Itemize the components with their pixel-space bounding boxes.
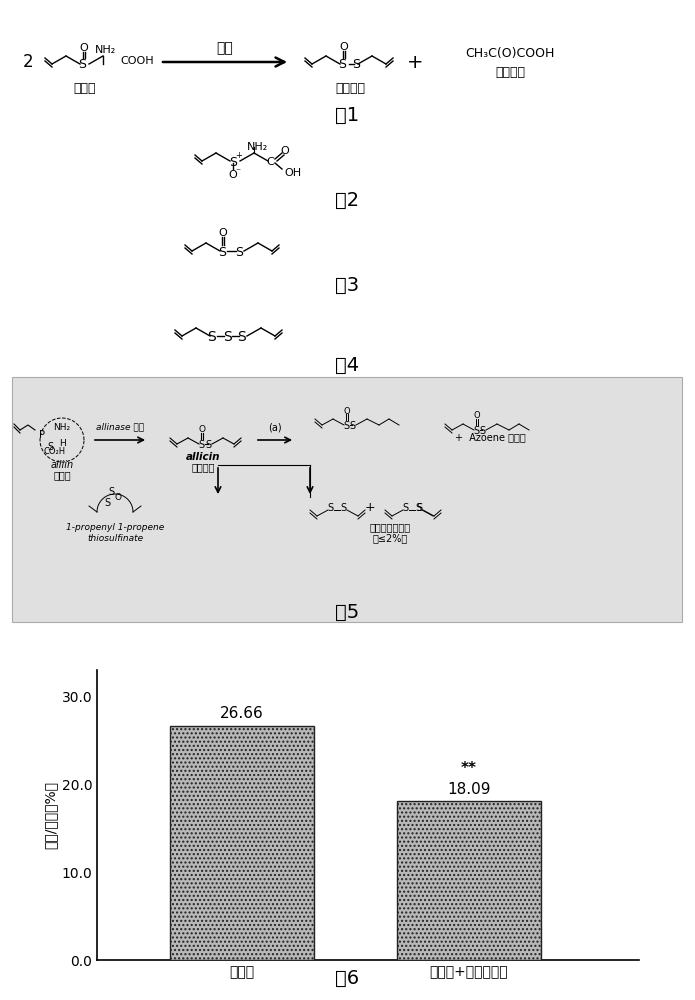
Text: alliin: alliin xyxy=(51,460,74,470)
Text: S: S xyxy=(108,487,114,497)
Text: 图6: 图6 xyxy=(336,969,359,988)
Text: O: O xyxy=(340,42,348,52)
Text: S: S xyxy=(402,503,408,513)
Text: (a): (a) xyxy=(268,422,281,432)
Bar xyxy=(397,801,541,960)
Text: S: S xyxy=(473,426,479,436)
Text: S: S xyxy=(78,58,86,72)
Text: P: P xyxy=(39,430,45,440)
Text: S: S xyxy=(479,426,485,436)
Text: CO₂H: CO₂H xyxy=(44,448,66,456)
Text: 26.66: 26.66 xyxy=(220,706,263,721)
Text: 大蒜辣素: 大蒜辣素 xyxy=(191,462,215,472)
Text: O: O xyxy=(115,493,122,502)
Text: NH₂: NH₂ xyxy=(54,422,71,432)
Text: S: S xyxy=(343,421,349,431)
Text: S: S xyxy=(416,503,422,513)
Text: O: O xyxy=(219,228,227,238)
Text: S: S xyxy=(349,421,355,431)
Text: S: S xyxy=(352,58,360,72)
Text: S: S xyxy=(208,330,216,344)
Text: COOH: COOH xyxy=(120,56,154,66)
Text: 蒜氨酸: 蒜氨酸 xyxy=(54,470,71,480)
Text: （≤2%）: （≤2%） xyxy=(373,533,408,543)
Text: +: + xyxy=(236,151,243,160)
Bar xyxy=(12,377,682,622)
Text: O: O xyxy=(344,406,350,416)
Text: 丙酮酸盐: 丙酮酸盐 xyxy=(495,66,525,79)
Text: NH₂: NH₂ xyxy=(95,45,115,55)
Text: O: O xyxy=(229,170,238,180)
Text: allicin: allicin xyxy=(186,452,220,462)
Text: S: S xyxy=(235,245,243,258)
Text: S: S xyxy=(218,245,226,258)
Text: 图2: 图2 xyxy=(335,190,359,210)
Text: S: S xyxy=(229,155,237,168)
Text: S: S xyxy=(47,442,53,452)
Bar xyxy=(170,726,314,960)
Text: S: S xyxy=(415,503,421,513)
Text: 蒜酶: 蒜酶 xyxy=(217,41,234,55)
Text: 1-propenyl 1-propene: 1-propenyl 1-propene xyxy=(66,523,164,532)
Text: 图3: 图3 xyxy=(335,275,359,294)
Y-axis label: 梗塞/心室（%）: 梗塞/心室（%） xyxy=(44,781,58,849)
Text: 图5: 图5 xyxy=(335,602,359,621)
Text: OH: OH xyxy=(284,168,301,178)
Text: O: O xyxy=(80,43,88,53)
Text: C: C xyxy=(266,157,274,167)
Text: S: S xyxy=(340,503,346,513)
Text: +: + xyxy=(407,52,423,72)
Text: S: S xyxy=(205,440,211,450)
Text: S: S xyxy=(238,330,246,344)
Text: NH₂: NH₂ xyxy=(246,142,268,152)
Text: 二烯丙基硫化物: 二烯丙基硫化物 xyxy=(370,522,411,532)
Text: 蒜氨酸: 蒜氨酸 xyxy=(74,82,96,95)
Text: S: S xyxy=(338,58,346,72)
Text: 18.09: 18.09 xyxy=(448,782,491,797)
Text: S: S xyxy=(198,440,204,450)
Text: +  Azoene 阿霍烯: + Azoene 阿霍烯 xyxy=(455,432,525,442)
Text: S: S xyxy=(104,498,110,508)
Text: 图4: 图4 xyxy=(335,356,359,374)
Text: 大蒜辣素: 大蒜辣素 xyxy=(335,82,365,95)
Text: CH₃C(O)COOH: CH₃C(O)COOH xyxy=(466,47,555,60)
Text: **: ** xyxy=(461,761,477,776)
Text: 2: 2 xyxy=(23,53,33,71)
Text: 图1: 图1 xyxy=(335,105,359,124)
Text: S: S xyxy=(222,330,231,344)
Text: +: + xyxy=(365,501,375,514)
Text: O: O xyxy=(474,412,480,420)
Text: O: O xyxy=(281,146,289,156)
Text: O: O xyxy=(199,426,206,434)
Text: allinase 蒜酶: allinase 蒜酶 xyxy=(96,422,144,431)
Text: thiosulfinate: thiosulfinate xyxy=(87,534,143,543)
Text: H: H xyxy=(58,438,65,448)
Text: S: S xyxy=(327,503,333,513)
Text: ⁻: ⁻ xyxy=(236,167,240,177)
